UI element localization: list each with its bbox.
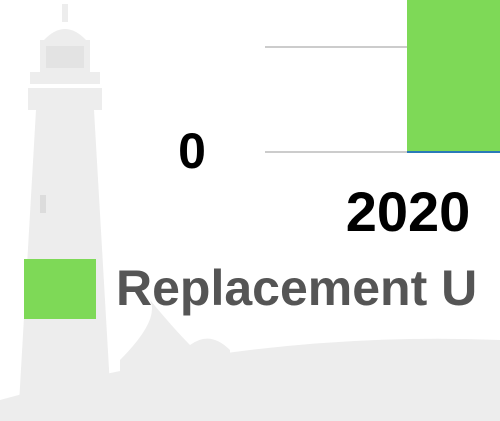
- y-tick-label: 0: [178, 123, 206, 179]
- legend-label: Replacement U: [116, 260, 477, 316]
- bar: [407, 0, 500, 152]
- legend-swatch: [24, 259, 96, 319]
- lighthouse-windows: [40, 46, 84, 213]
- x-tick-label: 2020: [346, 180, 471, 243]
